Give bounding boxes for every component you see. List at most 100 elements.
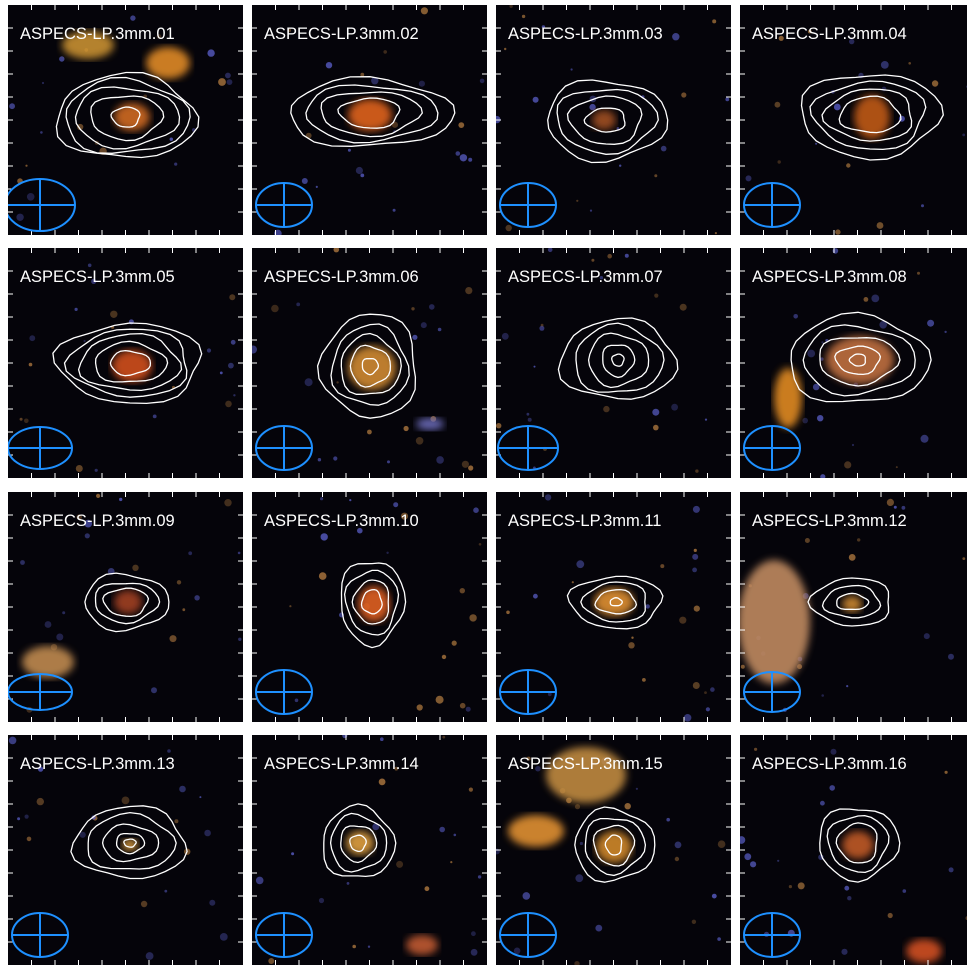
tick-marks xyxy=(8,5,243,235)
background-source xyxy=(539,325,545,331)
background-source xyxy=(380,737,384,741)
background-source xyxy=(403,425,409,432)
background-source xyxy=(325,62,333,69)
tick-marks xyxy=(8,248,243,478)
background-source xyxy=(705,707,710,712)
image-panel: ASPECS-LP.3mm.05 xyxy=(8,248,243,478)
background-source xyxy=(436,456,444,464)
background-source xyxy=(479,78,485,84)
sky-image xyxy=(8,492,243,722)
background-source xyxy=(391,121,399,128)
contour-line xyxy=(604,834,623,856)
tick-marks xyxy=(252,5,487,235)
background-source xyxy=(895,466,898,469)
galaxy xyxy=(906,939,942,963)
contour-line xyxy=(807,577,890,627)
background-source xyxy=(496,423,502,429)
background-source xyxy=(692,567,697,573)
panel-label: ASPECS-LP.3mm.01 xyxy=(20,25,175,43)
galaxy xyxy=(112,350,152,382)
background-source xyxy=(817,415,824,422)
background-source xyxy=(750,861,757,868)
beam-ellipse-icon xyxy=(743,912,801,958)
background-source xyxy=(77,123,84,131)
background-source xyxy=(679,303,687,311)
background-source xyxy=(695,469,699,473)
image-panel: ASPECS-LP.3mm.04 xyxy=(740,5,967,235)
galaxy xyxy=(596,831,632,863)
background-source xyxy=(887,912,893,919)
sky-image xyxy=(496,735,731,965)
background-source xyxy=(291,852,295,856)
background-source xyxy=(394,766,399,771)
image-panel: ASPECS-LP.3mm.12 xyxy=(740,492,967,722)
background-source xyxy=(521,14,526,19)
background-source xyxy=(652,408,660,416)
background-source xyxy=(179,785,186,793)
sky-image xyxy=(8,5,243,235)
background-source xyxy=(574,804,581,810)
galaxy xyxy=(774,368,802,428)
background-source xyxy=(24,418,29,424)
background-source xyxy=(478,543,482,546)
background-source xyxy=(76,514,82,520)
background-source xyxy=(458,122,465,128)
background-source xyxy=(821,341,824,344)
background-source xyxy=(304,378,313,387)
background-source xyxy=(453,833,457,837)
background-source xyxy=(540,323,544,327)
background-source xyxy=(830,748,837,755)
background-source xyxy=(206,348,212,353)
galaxy xyxy=(406,935,438,955)
background-source xyxy=(570,68,573,71)
image-panel: ASPECS-LP.3mm.13 xyxy=(8,735,243,965)
tick-marks xyxy=(496,248,731,478)
background-source xyxy=(835,229,841,235)
contour-line xyxy=(102,587,150,618)
contour-line xyxy=(835,822,878,864)
background-source xyxy=(944,330,947,334)
beam-ellipse-icon xyxy=(499,669,557,715)
background-source xyxy=(274,229,282,235)
background-source xyxy=(396,860,404,868)
background-source xyxy=(471,931,476,937)
background-source xyxy=(477,875,482,879)
background-source xyxy=(501,332,509,340)
galaxy xyxy=(146,47,190,79)
background-source xyxy=(145,952,154,960)
background-source xyxy=(921,204,924,208)
contour-line xyxy=(800,74,944,161)
background-source xyxy=(908,62,911,65)
background-source xyxy=(271,304,279,313)
background-source xyxy=(36,797,44,806)
background-source xyxy=(420,7,428,15)
contour-line xyxy=(330,323,410,406)
background-source xyxy=(509,5,513,8)
background-source xyxy=(287,28,292,33)
background-source xyxy=(635,787,638,790)
background-source xyxy=(844,461,852,469)
panel-label: ASPECS-LP.3mm.08 xyxy=(752,268,907,286)
background-source xyxy=(692,682,700,689)
contour-line xyxy=(557,317,679,400)
galaxy xyxy=(546,747,626,803)
background-source xyxy=(931,80,939,87)
tick-marks xyxy=(496,5,731,235)
galaxy xyxy=(854,95,890,139)
contour-line xyxy=(123,838,137,848)
background-source xyxy=(473,507,479,513)
background-source xyxy=(347,148,351,152)
background-source xyxy=(740,664,745,669)
background-source xyxy=(41,81,45,85)
background-source xyxy=(225,400,232,408)
background-source xyxy=(666,817,670,822)
contour-line xyxy=(819,337,901,387)
background-source xyxy=(777,160,781,164)
tick-marks xyxy=(740,735,952,965)
contour-line xyxy=(609,597,623,607)
panel-label: ASPECS-LP.3mm.07 xyxy=(508,268,663,286)
background-source xyxy=(224,499,232,507)
tick-marks xyxy=(496,492,731,722)
contour-line xyxy=(575,322,665,393)
background-source xyxy=(603,405,610,413)
